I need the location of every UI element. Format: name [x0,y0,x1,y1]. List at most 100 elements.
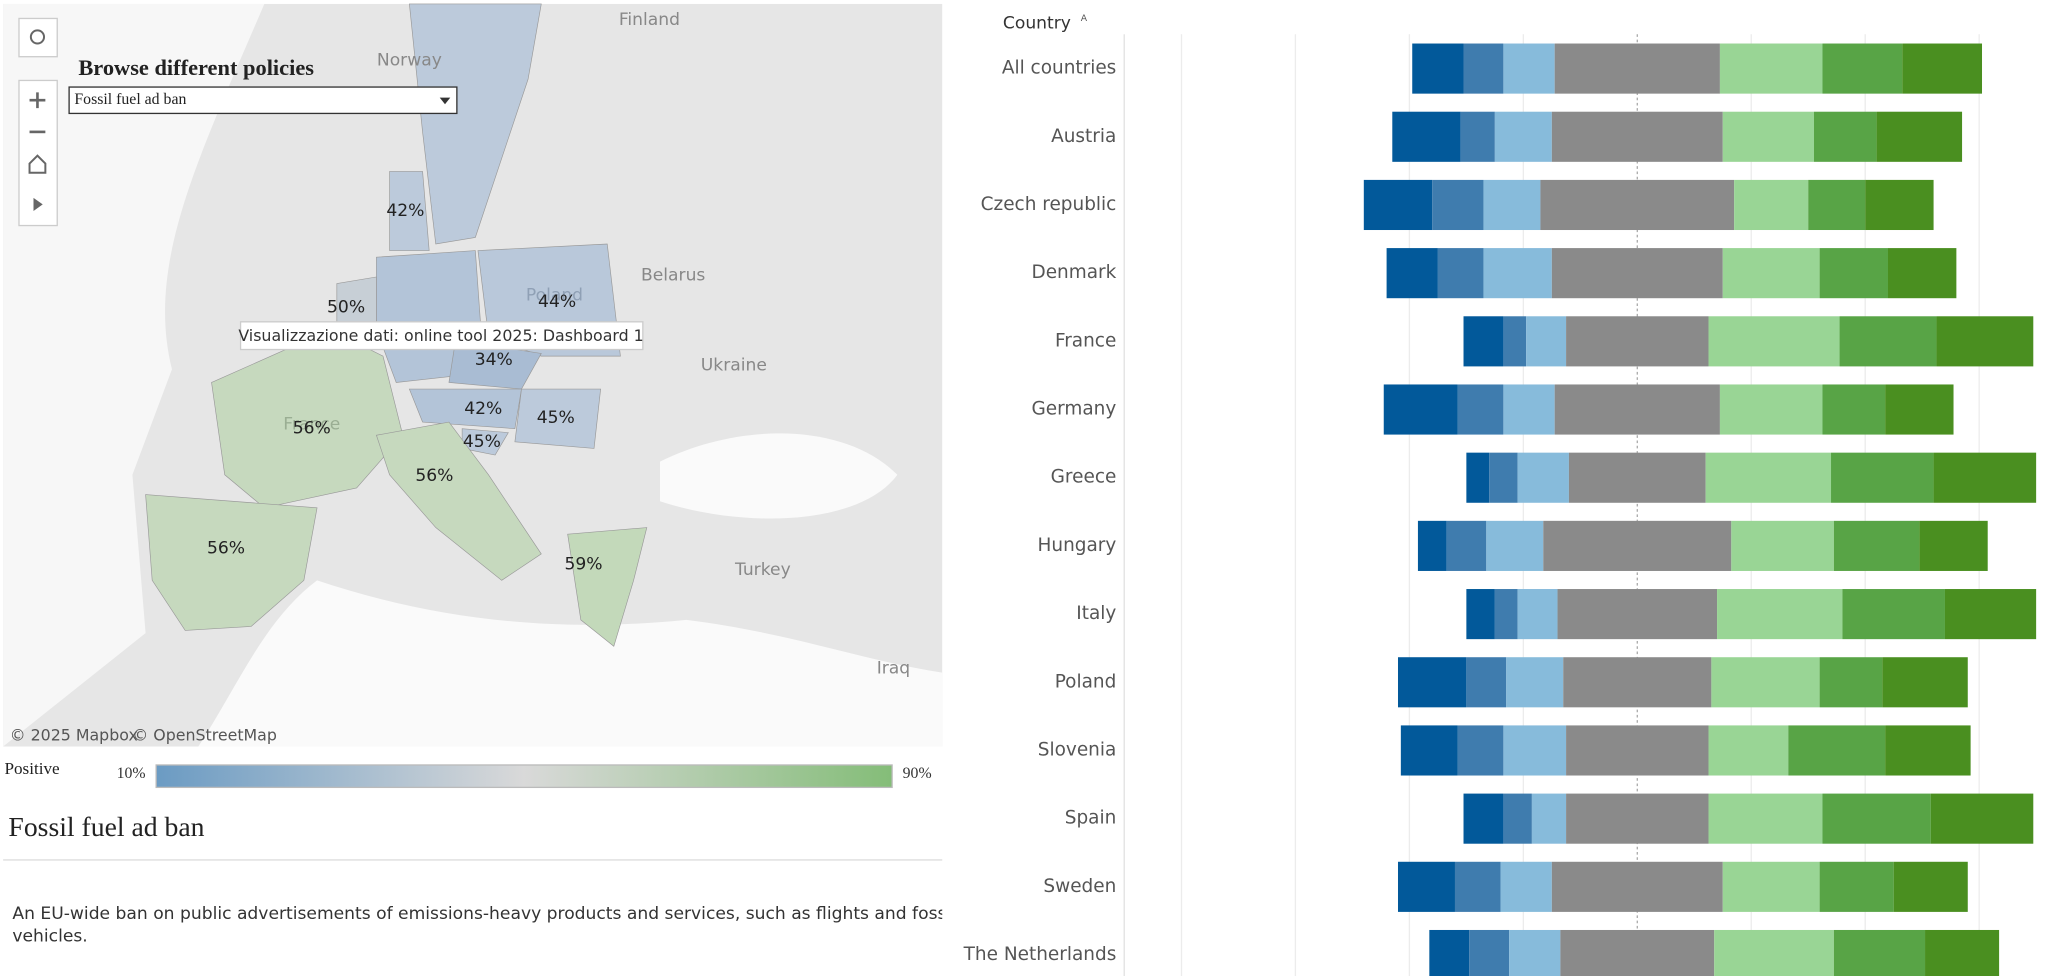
country-austria [408,388,522,429]
bar-segment [1560,929,1715,980]
policy-description: vehicles. [12,926,87,946]
bar-segment [1454,861,1501,912]
policy-title: Fossil fuel ad ban [8,811,204,842]
bar-segment [1551,248,1723,299]
bar-segment [1463,316,1504,367]
country-spain [145,494,318,631]
map-value-label: 44% [538,292,576,312]
bar-segment [1383,384,1458,435]
place-label: Iraq [877,659,910,679]
bar-segment [1463,793,1504,844]
bar-segment [1925,929,2000,980]
bar-segment [1813,111,1877,162]
bar-segment [1714,929,1834,980]
category-label: Sweden [1043,876,1116,897]
play-button[interactable] [33,197,43,212]
sort-icon[interactable]: A [1081,13,1088,24]
dropdown-arrow[interactable] [439,97,451,105]
bar-segment [1432,179,1484,231]
map[interactable]: Finland Norway Belarus Ukraine Turkey Ir… [3,3,943,747]
bar-segment [1509,929,1561,980]
bar-segment [1557,589,1718,640]
bar-segment [1893,861,1968,912]
bar-chart: All countries Austria Czech republic Denmar… [963,34,2037,980]
bar-segment [1831,452,1934,503]
place-label: France [283,415,340,435]
place-label: Norway [377,51,442,71]
search-button[interactable] [18,17,58,58]
bar-segment [1808,179,1866,231]
zoom-in[interactable] [29,92,46,109]
bar-segment [1708,725,1789,776]
bar-segment [1543,520,1732,571]
bar-segment [1705,452,1832,503]
bar-segment [1865,179,1934,231]
bar-segment [1503,316,1527,367]
bar-segment [1822,793,1931,844]
legend-title: Positive [4,759,59,778]
dropdown[interactable] [68,86,458,115]
category-label: Germany [1031,399,1116,420]
column-header[interactable]: Country [1003,14,1071,34]
bar-segment [1517,452,1569,503]
bar-segment [1819,657,1883,708]
home-button[interactable] [28,154,47,174]
browse-title: Browse different policies [78,55,314,80]
bar-segment [1842,589,1945,640]
category-label: Slovenia [1038,739,1117,760]
bar-segment [1500,861,1552,912]
bar-segment [1722,248,1820,299]
bar-segment [1506,657,1564,708]
bar-segment [1819,248,1888,299]
bar-segment [1731,520,1834,571]
bar-segment [1885,725,1971,776]
bar-segment [1887,248,1957,299]
bar-segment [1494,111,1552,162]
country-italy [375,421,542,581]
bar-segment [1788,725,1886,776]
bar-segment [1446,520,1487,571]
category-label: Poland [1055,671,1117,692]
bar-segment [1540,179,1735,231]
bar-segment [1466,452,1490,503]
bar-segment [1930,793,2034,844]
map-value-label: 45% [463,432,501,452]
bar-segment [1839,316,1937,367]
attribution[interactable]: © 2025 Mapbox [10,725,138,744]
bar-segment [1363,179,1433,231]
bar-segment [1551,861,1723,912]
bar-segment [1397,861,1455,912]
legend-max: 90% [903,765,932,782]
bar-segment [1902,43,1983,94]
place-label: Ukraine [701,355,767,375]
category-label: Spain [1065,808,1117,829]
bar-segment [1503,43,1555,94]
bar-segment [1722,861,1820,912]
bar-segment [1457,384,1504,435]
bar-segment [1919,520,1988,571]
country-sweden [409,3,542,245]
bar-segment [1531,793,1567,844]
map-value-label: 56% [293,419,331,439]
bar-segment [1833,520,1920,571]
bar-segment [1882,657,1968,708]
bar-segment [1876,111,1963,162]
category-label: Greece [1051,467,1117,488]
bar-segment [1734,179,1809,231]
bar-segment [1494,589,1518,640]
bar-segment [1944,589,2037,640]
bar-segment [1566,793,1709,844]
bar-segment [1463,43,1504,94]
bar-segment [1483,248,1552,299]
bar-segment [1503,384,1555,435]
dropdown-value: Fossil fuel ad ban [74,91,186,108]
category-label: The Netherlands [963,944,1117,965]
category-label: Austria [1051,126,1116,147]
map-value-label: 45% [537,408,575,428]
bar-segment [1386,248,1438,299]
attribution[interactable]: © OpenStreetMap [132,725,277,744]
place-label: Finland [619,10,680,30]
bar-segment [1563,657,1712,708]
search-icon [29,29,46,45]
